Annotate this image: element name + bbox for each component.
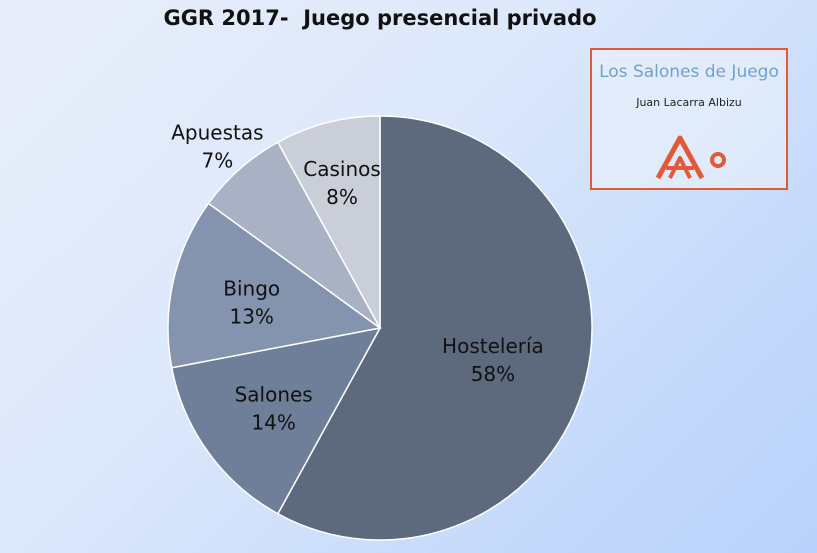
pie-labels: Hostelería 58% Salones 14% Bingo 13% Apuestas 7… — [171, 121, 544, 435]
slice-label-salones: Salones — [235, 382, 313, 406]
slice-label-bingo: Bingo — [223, 276, 280, 300]
slice-label-casinos: Casinos — [303, 157, 381, 181]
pie-slice-casinos — [276, 115, 381, 329]
slice-pct-bingo: 13% — [229, 304, 273, 328]
pie-slice-bingo — [167, 202, 382, 369]
slice-pct-apuestas: 7% — [202, 149, 234, 173]
slice-pct-casinos: 8% — [326, 185, 358, 209]
logo-panel: Los Salones de Juego Juan Lacarra Albizu — [590, 48, 788, 190]
pie-slice-hostelería — [276, 115, 593, 541]
slice-pct-hostelería: 58% — [471, 362, 515, 386]
logo-author: Juan Lacarra Albizu — [636, 96, 742, 109]
logo-title: Los Salones de Juego — [599, 62, 779, 82]
pie-slices — [167, 115, 593, 541]
chart-title: GGR 2017- Juego presencial privado — [163, 6, 597, 30]
slice-label-hostelería: Hostelería — [442, 334, 544, 358]
pie-slice-salones — [170, 326, 382, 515]
a-circle-logo-icon — [655, 135, 726, 180]
slice-label-apuestas: Apuestas — [171, 121, 263, 145]
slice-pct-salones: 14% — [251, 410, 295, 434]
